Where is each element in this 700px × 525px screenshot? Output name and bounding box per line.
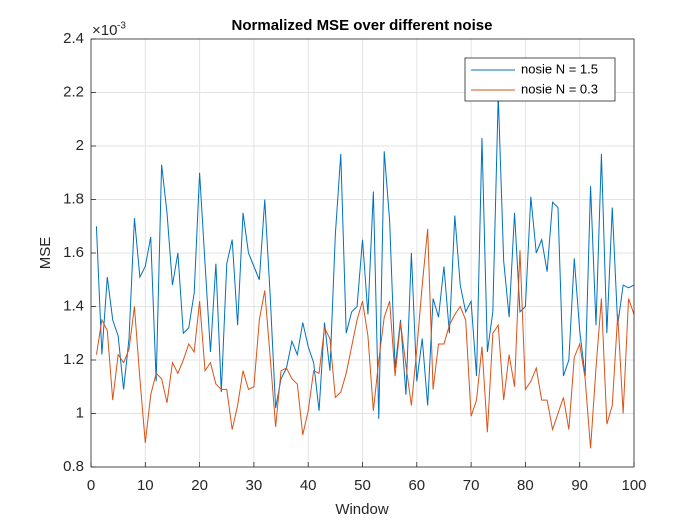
x-tick-label: 0: [87, 477, 95, 494]
lines: [95, 95, 635, 449]
series-line: [95, 95, 635, 419]
y-tick-label: 2: [76, 137, 84, 154]
legend-box: [464, 57, 616, 102]
y-tick-label: 1.4: [63, 297, 84, 314]
x-tick-label: 30: [246, 477, 263, 494]
y-exponent-power: -3: [117, 21, 126, 32]
x-tick-label: 80: [517, 477, 534, 494]
legend-label: nosie N = 0.3: [521, 81, 598, 96]
x-axis-label: Window: [335, 501, 389, 518]
y-tick-label: 2.2: [63, 83, 84, 100]
y-tick-label: 1.8: [63, 190, 84, 207]
x-tick-label: 50: [354, 477, 371, 494]
y-axis-label: MSE: [37, 237, 54, 270]
y-tick-label: 0.8: [63, 458, 84, 475]
y-tick-label: 2.4: [63, 30, 84, 47]
y-exponent-base: ×10: [92, 22, 117, 39]
series-line: [95, 228, 635, 449]
ticks: 0 10 20 30 40 50 60 70 80 90 100 0.8 1 1.2 1.4 1.6 1.8 2 2…: [63, 30, 646, 494]
legend-label: nosie N = 1.5: [521, 61, 598, 76]
x-tick-label: 100: [621, 477, 646, 494]
x-tick-label: 60: [408, 477, 425, 494]
x-tick-label: 10: [137, 477, 154, 494]
x-tick-label: 90: [571, 477, 588, 494]
legend: nosie N = 1.5 nosie N = 0.3: [464, 57, 616, 102]
x-tick-label: 70: [463, 477, 480, 494]
y-tick-label: 1.2: [63, 351, 84, 368]
y-tick-label: 1: [76, 404, 84, 421]
x-tick-label: 40: [300, 477, 317, 494]
x-tick-label: 20: [191, 477, 208, 494]
y-tick-label: 1.6: [63, 244, 84, 261]
chart-title: Normalized MSE over different noise: [232, 17, 493, 34]
